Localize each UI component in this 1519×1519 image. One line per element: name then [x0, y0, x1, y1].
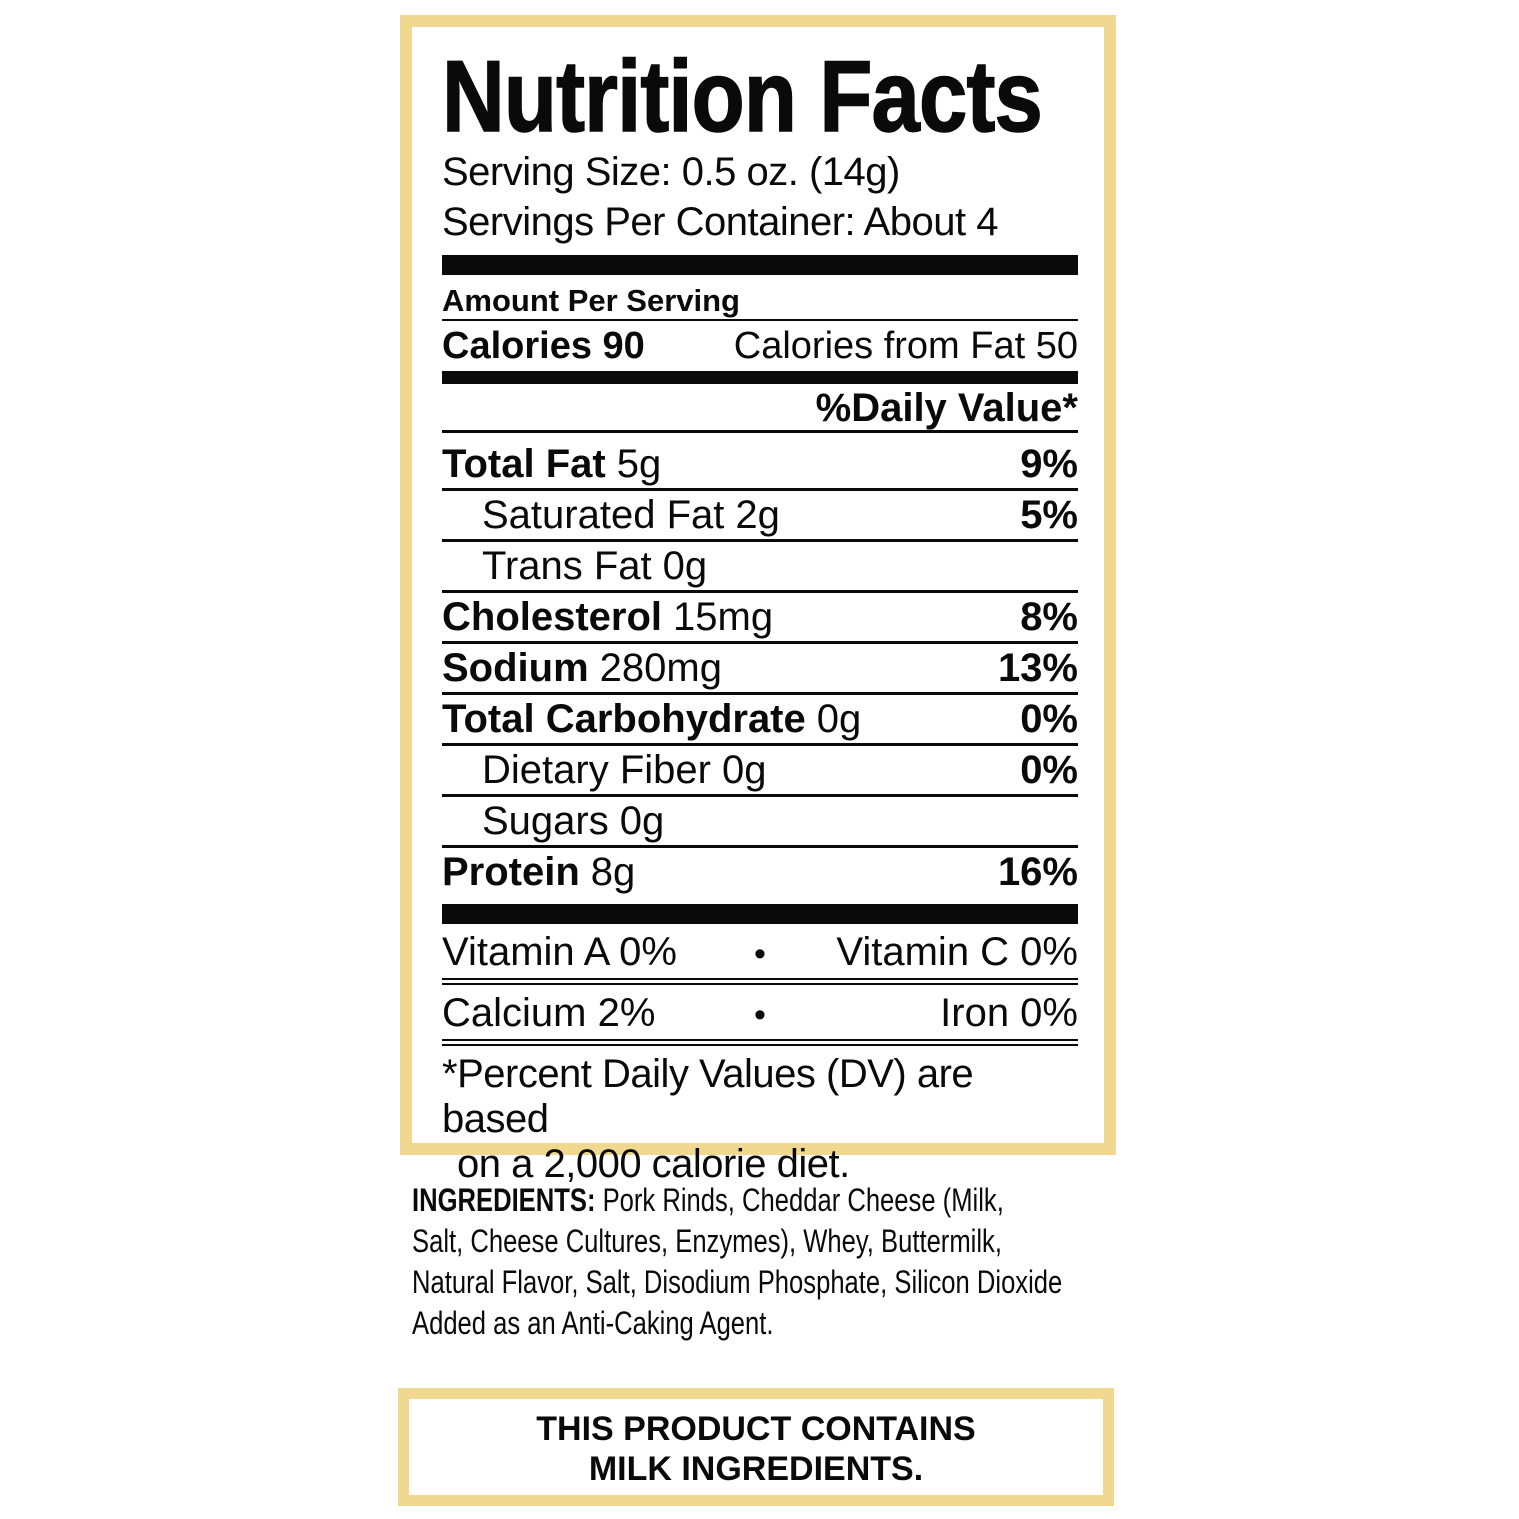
nutrient-cell: Protein 8g — [442, 851, 635, 894]
calories-value: Calories 90 — [442, 325, 645, 367]
nutrient-name: Dietary Fiber — [482, 748, 711, 792]
iron-value: Iron 0% — [940, 991, 1078, 1035]
nutrient-amount: 8g — [590, 850, 636, 894]
micronutrient-row-vitamins: Vitamin A 0% • Vitamin C 0% — [442, 924, 1078, 985]
nutrient-amount: 0g — [721, 748, 767, 792]
nutrient-row-sugars: Sugars 0g — [442, 797, 1078, 848]
panel-title: Nutrition Facts — [441, 41, 1043, 153]
ingredients-line4: Added as an Anti-Caking Agent. — [412, 1305, 774, 1341]
vitamin-c-value: Vitamin C 0% — [836, 930, 1078, 974]
daily-value-footnote: *Percent Daily Values (DV) are based on … — [442, 1052, 1078, 1187]
nutrient-row-saturated-fat: Saturated Fat 2g 5% — [442, 491, 1078, 542]
nutrient-dv: 13% — [997, 646, 1078, 690]
allergen-line1: THIS PRODUCT CONTAINS — [536, 1410, 976, 1448]
bullet-separator: • — [754, 935, 766, 973]
nutrient-cell: Trans Fat 0g — [482, 545, 707, 588]
nutrient-cell: Sugars 0g — [482, 800, 664, 843]
nutrient-row-cholesterol: Cholesterol 15mg 8% — [442, 593, 1078, 644]
nutrient-cell: Sodium 280mg — [442, 647, 722, 690]
nutrient-name: Saturated Fat — [482, 493, 725, 537]
calories-from-fat-value: Calories from Fat 50 — [733, 325, 1078, 367]
nutrient-name: Protein — [442, 850, 580, 894]
nutrient-name: Total Fat — [442, 442, 606, 486]
separator-bar-mid — [442, 371, 1078, 384]
nutrient-dv: 9% — [1020, 442, 1078, 486]
nutrient-cell: Total Carbohydrate 0g — [442, 698, 861, 741]
amount-per-serving-label: Amount Per Serving — [442, 275, 1078, 321]
separator-bar-top — [442, 255, 1078, 275]
footnote-line2: on a 2,000 calorie diet. — [457, 1142, 850, 1186]
ingredients-line3: Natural Flavor, Salt, Disodium Phosphate… — [412, 1264, 1063, 1300]
nutrition-facts-panel: Nutrition Facts Serving Size: 0.5 oz. (1… — [400, 15, 1116, 1186]
nutrient-row-sodium: Sodium 280mg 13% — [442, 644, 1078, 695]
nutrient-amount: 0g — [816, 697, 862, 741]
nutrient-dv: 0% — [1020, 697, 1078, 741]
nutrient-name: Sugars — [482, 799, 609, 843]
nutrient-amount: 0g — [662, 544, 708, 588]
nutrient-dv: 8% — [1020, 595, 1078, 639]
calcium-value: Calcium 2% — [442, 991, 656, 1035]
nutrient-cell: Total Fat 5g — [442, 443, 661, 486]
bullet-separator: • — [754, 996, 766, 1034]
nutrient-amount: 0g — [619, 799, 665, 843]
nutrient-cell: Saturated Fat 2g — [482, 494, 780, 537]
separator-bar-bottom — [442, 904, 1078, 924]
nutrient-amount: 5g — [616, 442, 662, 486]
nutrient-dv: 16% — [997, 850, 1078, 894]
nutrient-amount: 280mg — [599, 646, 722, 690]
nutrient-row-trans-fat: Trans Fat 0g — [442, 542, 1078, 593]
nutrient-name: Cholesterol — [442, 595, 663, 639]
ingredients-line1-rest: Pork Rinds, Cheddar Cheese (Milk, — [595, 1182, 1004, 1218]
nutrient-row-total-fat: Total Fat 5g 9% — [442, 433, 1078, 491]
nutrient-dv: 0% — [1020, 748, 1078, 792]
ingredients-label: INGREDIENTS: — [412, 1182, 596, 1218]
nutrient-amount: 15mg — [673, 595, 774, 639]
servings-per-container-line: Servings Per Container: About 4 — [442, 200, 998, 244]
nutrient-cell: Cholesterol 15mg — [442, 596, 773, 639]
ingredients-line1: INGREDIENTS: Pork Rinds, Cheddar Cheese … — [412, 1180, 1116, 1221]
nutrient-name: Trans Fat — [482, 544, 652, 588]
nutrient-cell: Dietary Fiber 0g — [482, 749, 766, 792]
ingredients-line2: Salt, Cheese Cultures, Enzymes), Whey, B… — [412, 1223, 1002, 1259]
footnote-line1: *Percent Daily Values (DV) are based — [442, 1052, 974, 1141]
nutrient-row-dietary-fiber: Dietary Fiber 0g 0% — [442, 746, 1078, 797]
serving-size-line: Serving Size: 0.5 oz. (14g) — [442, 150, 900, 194]
nutrient-row-total-carbohydrate: Total Carbohydrate 0g 0% — [442, 695, 1078, 746]
nutrient-amount: 2g — [735, 493, 780, 537]
nutrient-dv: 5% — [1020, 493, 1078, 537]
micronutrient-row-minerals: Calcium 2% • Iron 0% — [442, 985, 1078, 1046]
ingredients-statement: INGREDIENTS: Pork Rinds, Cheddar Cheese … — [412, 1180, 1116, 1344]
nutrient-name: Sodium — [442, 646, 589, 690]
allergen-statement-box: THIS PRODUCT CONTAINS MILK INGREDIENTS. — [398, 1388, 1114, 1506]
nutrient-row-protein: Protein 8g 16% — [442, 848, 1078, 896]
nutrient-name: Total Carbohydrate — [442, 697, 806, 741]
vitamin-a-value: Vitamin A 0% — [442, 930, 677, 974]
allergen-line2: MILK INGREDIENTS. — [588, 1450, 924, 1488]
daily-value-header: %Daily Value* — [442, 384, 1078, 433]
calories-row: Calories 90 Calories from Fat 50 — [442, 321, 1078, 371]
